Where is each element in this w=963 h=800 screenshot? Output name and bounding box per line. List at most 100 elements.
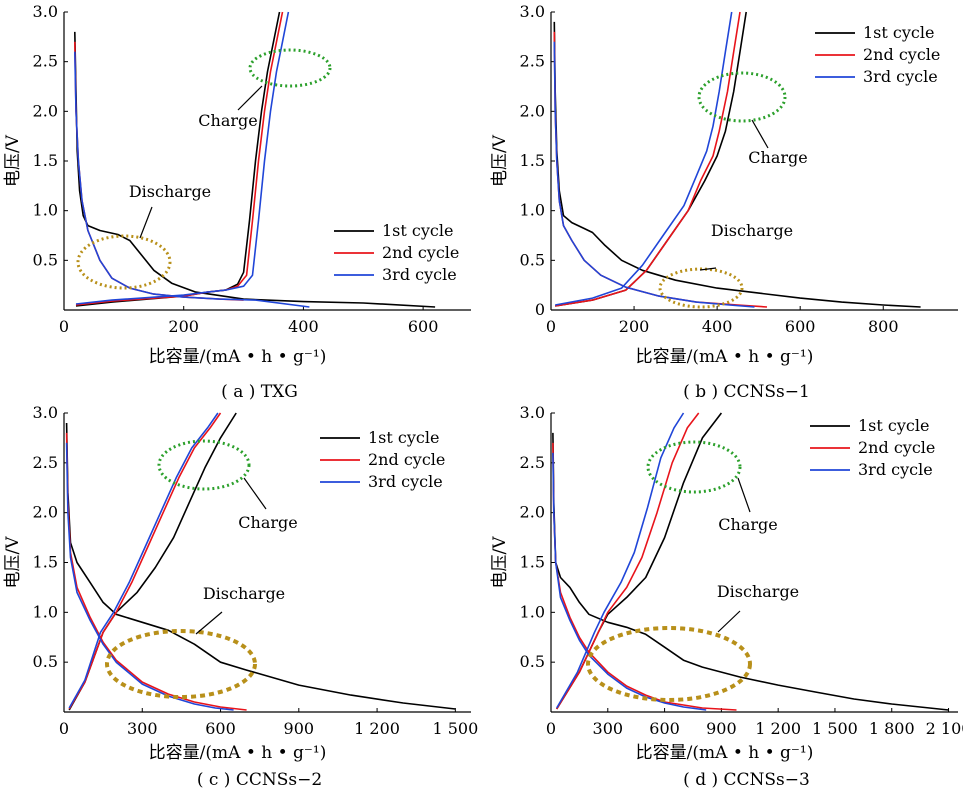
y-tick-label: 2.0 [33, 503, 58, 522]
panel-caption: ( b ) CCNSs−1 [683, 382, 810, 402]
x-tick-label: 0 [59, 719, 69, 738]
legend-entry-2: 2nd cycle [863, 45, 940, 64]
series-line-1-charge [555, 11, 747, 307]
series-line-3-discharge [74, 51, 310, 308]
x-tick-label: 200 [619, 317, 650, 336]
discharge-leader-line [195, 611, 223, 635]
discharge-ellipse [105, 629, 257, 699]
series-line-2-charge [556, 412, 700, 710]
y-tick-label: 0 [535, 300, 545, 319]
y-tick-label: 1.5 [520, 151, 545, 170]
x-tick-label: 600 [785, 317, 816, 336]
x-tick-label: 0 [546, 719, 556, 738]
discharge-ellipse [658, 267, 744, 309]
y-tick-label: 2.0 [520, 101, 545, 120]
series-line-1-discharge [74, 31, 436, 308]
charge-leader-line [237, 85, 263, 111]
y-axis-label: 电压/V [490, 134, 510, 187]
discharge-leader-line [699, 267, 717, 271]
legend-entry-3: 3rd cycle [368, 472, 443, 491]
charge-label: Charge [238, 513, 297, 532]
panel-caption: ( c ) CCNSs−2 [197, 770, 322, 790]
x-tick-label: 1 200 [755, 719, 801, 738]
x-axis-label: 比容量/(mA • h • g⁻¹) [636, 347, 814, 367]
legend-entry-1: 1st cycle [368, 428, 439, 447]
x-tick-label: 0 [59, 317, 69, 336]
x-axis-label: 比容量/(mA • h • g⁻¹) [149, 743, 327, 763]
series-line-3-charge [556, 412, 685, 709]
x-tick-label: 1 200 [354, 719, 400, 738]
discharge-label: Discharge [203, 584, 285, 603]
charge-label: Charge [718, 515, 777, 534]
y-tick-label: 3.0 [520, 403, 545, 422]
x-tick-label: 900 [706, 719, 737, 738]
discharge-leader-line [139, 206, 153, 239]
panel-caption: ( d ) CCNSs−3 [683, 770, 810, 790]
series-line-1-discharge [65, 422, 456, 710]
legend-entry-2: 2nd cycle [368, 450, 445, 469]
y-tick-label: 3.0 [33, 2, 58, 21]
y-tick-label: 1.0 [520, 602, 545, 621]
x-tick-label: 1 500 [432, 719, 478, 738]
y-tick-label: 1.0 [33, 602, 58, 621]
legend-entry-3: 3rd cycle [858, 460, 933, 479]
series-line-1-discharge [552, 432, 949, 711]
series-line-2-charge [75, 11, 284, 306]
y-tick-label: 0.5 [520, 652, 545, 671]
y-tick-label: 1.5 [33, 151, 58, 170]
charge-ellipse [646, 440, 742, 494]
x-tick-label: 2 100 [926, 719, 963, 738]
legend-entry-2: 2nd cycle [858, 438, 935, 457]
chart-panel-3: 0 300 600 900 1 200 1 500 0.5 1.0 1.5 2.0 2.5 3.0 比容… [3, 403, 478, 790]
discharge-label: Discharge [717, 582, 799, 601]
series-line-2-discharge [65, 432, 247, 711]
x-tick-label: 900 [284, 719, 315, 738]
series-line-3-charge [555, 11, 733, 306]
discharge-label: Discharge [711, 221, 793, 240]
series-line-2-charge [68, 412, 222, 710]
chart-panel-4: 0 300 600 900 1 200 1 500 1 800 2 100 0.5 1.0 1.5 2… [490, 403, 963, 790]
panel-caption: ( a ) TXG [221, 382, 298, 402]
y-tick-label: 2.5 [520, 453, 545, 472]
y-tick-label: 0.5 [33, 250, 58, 269]
series-line-2-charge [555, 11, 741, 307]
x-tick-label: 600 [205, 719, 236, 738]
x-tick-label: 0 [546, 317, 556, 336]
x-tick-label: 600 [408, 317, 439, 336]
charge-label: Charge [748, 148, 807, 167]
x-tick-label: 600 [649, 719, 680, 738]
x-axis-label: 比容量/(mA • h • g⁻¹) [149, 347, 327, 367]
y-tick-label: 2.5 [33, 52, 58, 71]
charge-ellipse [157, 439, 251, 491]
x-tick-label: 800 [868, 317, 899, 336]
y-tick-label: 2.5 [520, 52, 545, 71]
discharge-label: Discharge [129, 182, 211, 201]
charge-leader-line [737, 477, 751, 513]
legend-entry-2: 2nd cycle [382, 243, 459, 262]
y-tick-label: 3.0 [33, 403, 58, 422]
y-tick-label: 0.5 [33, 652, 58, 671]
y-tick-label: 1.5 [33, 553, 58, 572]
series-line-3-charge [68, 412, 219, 709]
legend-entry-3: 3rd cycle [382, 265, 457, 284]
series-line-1-charge [68, 412, 237, 711]
series-line-3-charge [75, 11, 290, 305]
charge-leader-line [751, 119, 769, 149]
x-tick-label: 400 [702, 317, 733, 336]
legend-entry-1: 1st cycle [382, 221, 453, 240]
series-line-3-discharge [65, 442, 234, 711]
y-axis-label: 电压/V [3, 536, 23, 589]
charge-ellipse [697, 71, 787, 123]
charge-label: Charge [198, 111, 257, 130]
y-tick-label: 1.5 [520, 553, 545, 572]
y-axis-label: 电压/V [490, 536, 510, 589]
chart-panel-2: 0 200 400 600 800 0 0.5 1.0 1.5 2.0 2.5 3.0 比容量/(mA … [490, 2, 958, 402]
legend-entry-3: 3rd cycle [863, 67, 938, 86]
y-tick-label: 1.0 [520, 201, 545, 220]
series-line-3-discharge [553, 41, 755, 308]
legend-entry-1: 1st cycle [863, 23, 934, 42]
y-tick-label: 1.0 [33, 201, 58, 220]
series-line-1-charge [75, 11, 281, 307]
y-tick-label: 3.0 [520, 2, 545, 21]
